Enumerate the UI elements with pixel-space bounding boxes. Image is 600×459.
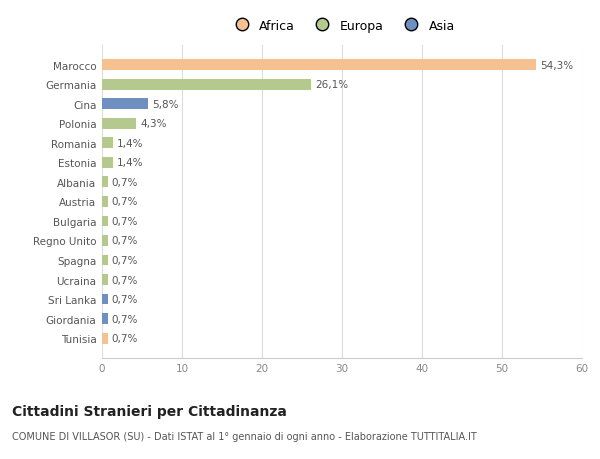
Text: COMUNE DI VILLASOR (SU) - Dati ISTAT al 1° gennaio di ogni anno - Elaborazione T: COMUNE DI VILLASOR (SU) - Dati ISTAT al … — [12, 431, 477, 442]
Text: 0,7%: 0,7% — [112, 197, 138, 207]
Bar — [102, 99, 148, 110]
Text: 54,3%: 54,3% — [541, 61, 574, 70]
Text: 4,3%: 4,3% — [140, 119, 167, 129]
Bar — [102, 235, 107, 246]
Bar — [102, 313, 107, 325]
Text: 1,4%: 1,4% — [117, 158, 144, 168]
Text: 5,8%: 5,8% — [152, 100, 179, 109]
Bar — [102, 177, 107, 188]
Text: 26,1%: 26,1% — [315, 80, 348, 90]
Text: 0,7%: 0,7% — [112, 217, 138, 226]
Bar — [102, 274, 107, 285]
Text: 0,7%: 0,7% — [112, 334, 138, 343]
Text: Cittadini Stranieri per Cittadinanza: Cittadini Stranieri per Cittadinanza — [12, 404, 287, 418]
Text: 0,7%: 0,7% — [112, 275, 138, 285]
Text: 0,7%: 0,7% — [112, 295, 138, 304]
Bar — [102, 294, 107, 305]
Bar — [102, 118, 136, 129]
Bar — [102, 333, 107, 344]
Bar — [102, 216, 107, 227]
Bar — [102, 255, 107, 266]
Legend: Africa, Europa, Asia: Africa, Europa, Asia — [224, 15, 460, 38]
Bar — [102, 60, 536, 71]
Text: 0,7%: 0,7% — [112, 236, 138, 246]
Text: 0,7%: 0,7% — [112, 314, 138, 324]
Text: 0,7%: 0,7% — [112, 178, 138, 187]
Bar — [102, 79, 311, 90]
Bar — [102, 138, 113, 149]
Bar — [102, 196, 107, 207]
Text: 0,7%: 0,7% — [112, 256, 138, 265]
Bar — [102, 157, 113, 168]
Text: 1,4%: 1,4% — [117, 139, 144, 148]
